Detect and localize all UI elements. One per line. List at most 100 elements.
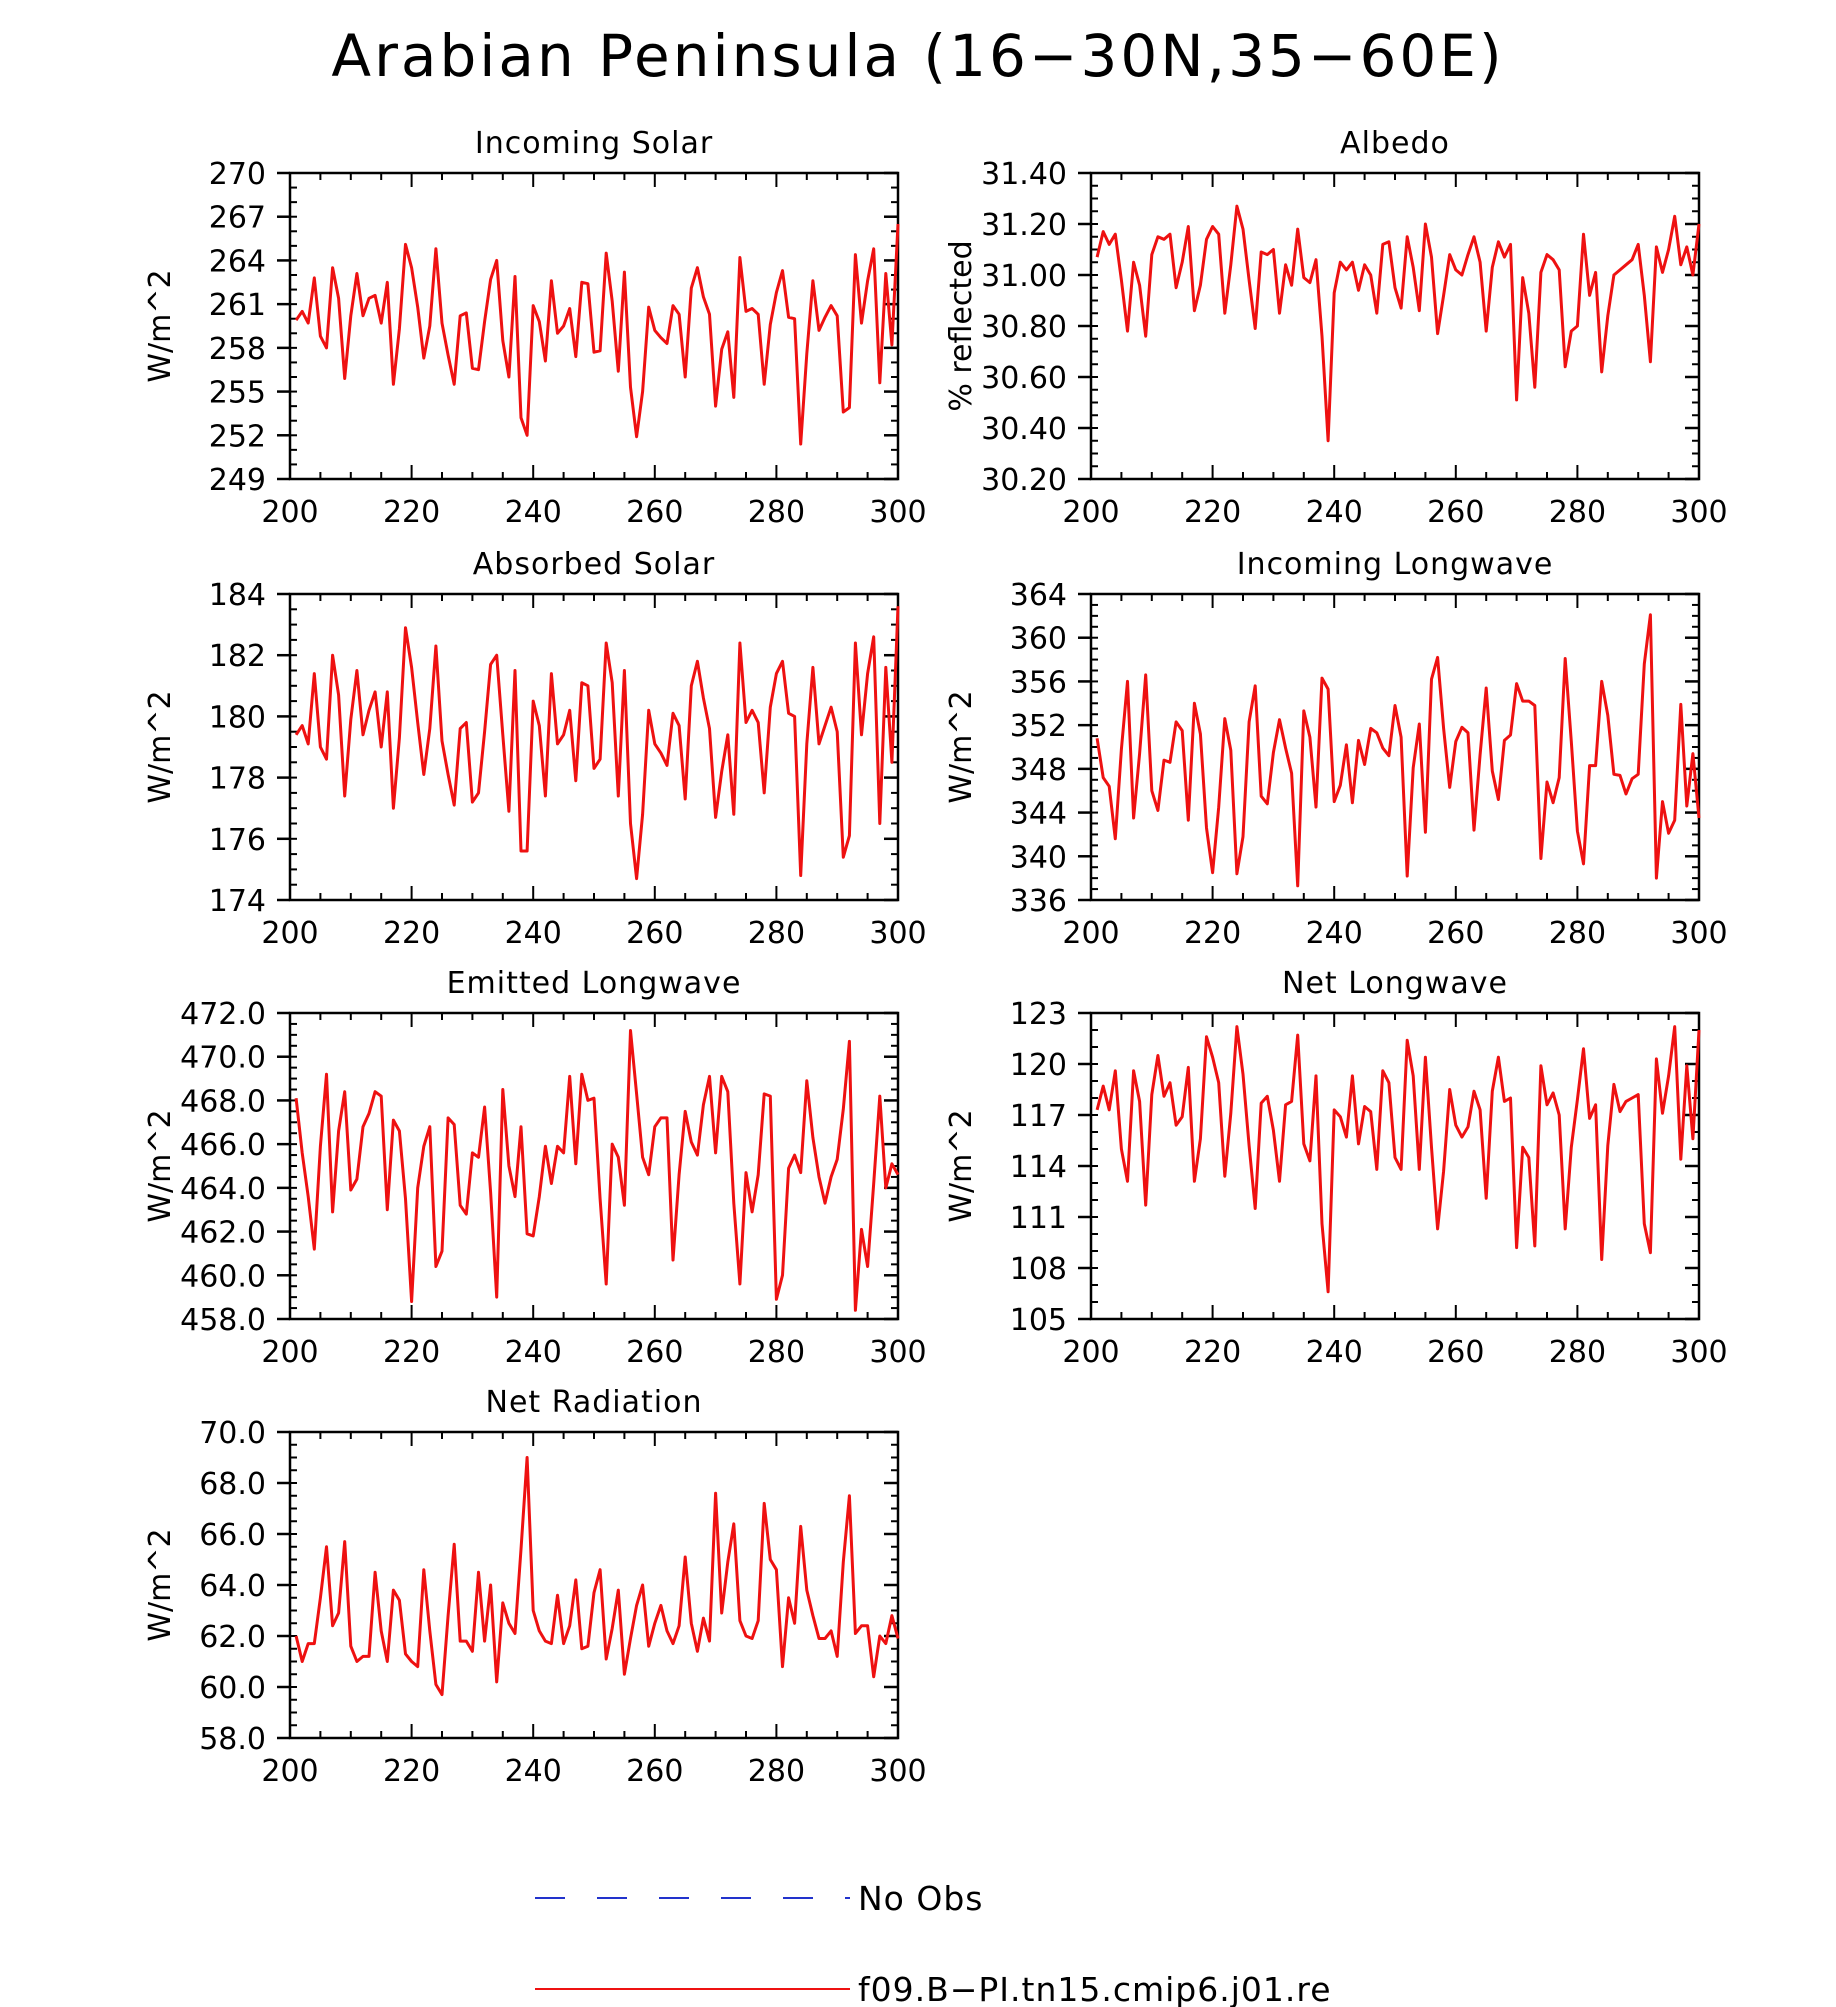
albedo-ytick-label: 31.40 (981, 157, 1067, 192)
net-radiation-xtick-label: 220 (383, 1754, 440, 1789)
emitted-longwave-title: Emitted Longwave (447, 966, 742, 1001)
emitted-longwave-ytick-label: 468.0 (180, 1084, 266, 1119)
emitted-longwave-xtick-label: 300 (869, 1335, 926, 1370)
incoming-solar-ytick-label: 270 (209, 157, 266, 192)
emitted-longwave-ytick-label: 464.0 (180, 1172, 266, 1207)
incoming-longwave-xtick-label: 300 (1670, 916, 1727, 951)
net-radiation-xtick-label: 240 (505, 1754, 562, 1789)
absorbed-solar-xtick-label: 260 (626, 916, 683, 951)
incoming-solar-xtick-label: 200 (261, 495, 318, 530)
incoming-solar-ytick-label: 249 (209, 463, 266, 498)
albedo-ytick-label: 31.00 (981, 259, 1067, 294)
legend-model-label: f09.B−PI.tn15.cmip6.j01.re (858, 1970, 1332, 2007)
incoming-longwave-xtick-label: 220 (1184, 916, 1241, 951)
net-radiation-xtick-label: 200 (261, 1754, 318, 1789)
emitted-longwave-xtick-label: 280 (748, 1335, 805, 1370)
legend: No Obs f09.B−PI.tn15.cmip6.j01.re (535, 1879, 1332, 2007)
net-longwave-xtick-label: 200 (1062, 1335, 1119, 1370)
emitted-longwave-ytick-label: 458.0 (180, 1303, 266, 1338)
albedo-ytick-label: 30.60 (981, 361, 1067, 396)
incoming-solar-xtick-label: 260 (626, 495, 683, 530)
incoming-solar-ylabel: W/m^2 (143, 269, 178, 382)
net-longwave-xtick-label: 240 (1306, 1335, 1363, 1370)
emitted-longwave-ytick-label: 466.0 (180, 1128, 266, 1163)
panel-absorbed-solar: 200 220 240 260 280 300 174 176 178 180 182 184 Abso… (143, 547, 927, 951)
incoming-longwave-ytick-label: 336 (1010, 884, 1067, 919)
incoming-solar-ytick-label: 264 (209, 244, 266, 279)
albedo-xtick-label: 200 (1062, 495, 1119, 530)
albedo-xtick-label: 260 (1427, 495, 1484, 530)
net-radiation-ytick-label: 58.0 (199, 1722, 266, 1757)
incoming-longwave-ytick-label: 340 (1010, 840, 1067, 875)
albedo-ytick-label: 30.40 (981, 412, 1067, 447)
absorbed-solar-ylabel: W/m^2 (143, 690, 178, 803)
net-radiation-ytick-label: 70.0 (199, 1416, 266, 1451)
absorbed-solar-ytick-label: 180 (209, 700, 266, 735)
net-longwave-xtick-label: 280 (1549, 1335, 1606, 1370)
incoming-longwave-series-line (1095, 613, 1701, 888)
albedo-xtick-label: 220 (1184, 495, 1241, 530)
incoming-solar-ytick-label: 261 (209, 288, 266, 323)
net-radiation-ytick-label: 62.0 (199, 1620, 266, 1655)
net-radiation-ytick-label: 66.0 (199, 1518, 266, 1553)
emitted-longwave-xtick-label: 200 (261, 1335, 318, 1370)
albedo-ytick-label: 30.80 (981, 310, 1067, 345)
incoming-longwave-xtick-label: 200 (1062, 916, 1119, 951)
absorbed-solar-xtick-label: 200 (261, 916, 318, 951)
net-longwave-xtick-label: 260 (1427, 1335, 1484, 1370)
emitted-longwave-xtick-label: 240 (505, 1335, 562, 1370)
incoming-longwave-ytick-label: 356 (1010, 665, 1067, 700)
net-longwave-ylabel: W/m^2 (944, 1109, 979, 1222)
incoming-longwave-ytick-label: 344 (1010, 797, 1067, 832)
emitted-longwave-ytick-label: 462.0 (180, 1216, 266, 1251)
incoming-solar-ytick-label: 252 (209, 419, 266, 454)
albedo-xtick-label: 300 (1670, 495, 1727, 530)
albedo-xtick-label: 280 (1549, 495, 1606, 530)
absorbed-solar-title: Absorbed Solar (473, 547, 715, 582)
net-radiation-ytick-label: 68.0 (199, 1467, 266, 1502)
incoming-longwave-xtick-label: 280 (1549, 916, 1606, 951)
incoming-longwave-xtick-label: 260 (1427, 916, 1484, 951)
incoming-solar-xtick-label: 220 (383, 495, 440, 530)
net-longwave-series-line (1095, 1025, 1701, 1294)
albedo-ytick-label: 30.20 (981, 463, 1067, 498)
incoming-solar-xtick-label: 280 (748, 495, 805, 530)
incoming-solar-xtick-label: 240 (505, 495, 562, 530)
incoming-longwave-ytick-label: 348 (1010, 753, 1067, 788)
albedo-xtick-label: 240 (1306, 495, 1363, 530)
albedo-title: Albedo (1340, 126, 1450, 161)
absorbed-solar-ytick-label: 176 (209, 823, 266, 858)
net-longwave-ytick-label: 111 (1010, 1201, 1067, 1236)
net-radiation-ytick-label: 60.0 (199, 1671, 266, 1706)
net-longwave-ytick-label: 123 (1010, 997, 1067, 1032)
incoming-longwave-xtick-label: 240 (1306, 916, 1363, 951)
absorbed-solar-series-line (294, 606, 900, 881)
emitted-longwave-series-line (294, 1029, 900, 1312)
net-radiation-ytick-label: 64.0 (199, 1569, 266, 1604)
main-title: Arabian Peninsula (16−30N,35−60E) (331, 22, 1505, 90)
emitted-longwave-ytick-label: 472.0 (180, 997, 266, 1032)
legend-obs-label: No Obs (858, 1879, 983, 1918)
absorbed-solar-xtick-label: 240 (505, 916, 562, 951)
net-radiation-ylabel: W/m^2 (143, 1528, 178, 1641)
net-longwave-xtick-label: 300 (1670, 1335, 1727, 1370)
net-longwave-ytick-label: 120 (1010, 1048, 1067, 1083)
panel-incoming-solar: 200 220 240 260 280 300 249 252 255 258 261 264 267 2… (143, 126, 927, 530)
absorbed-solar-ytick-label: 182 (209, 639, 266, 674)
net-longwave-xtick-label: 220 (1184, 1335, 1241, 1370)
emitted-longwave-xtick-label: 220 (383, 1335, 440, 1370)
panel-albedo: 200 220 240 260 280 300 30.20 30.40 30.60 30.80 31… (944, 126, 1728, 530)
panel-incoming-longwave: 200 220 240 260 280 300 336 340 344 348 352 356 360 3… (944, 547, 1728, 951)
net-radiation-xtick-label: 300 (869, 1754, 926, 1789)
net-longwave-ytick-label: 114 (1010, 1150, 1067, 1185)
net-longwave-ytick-label: 117 (1010, 1099, 1067, 1134)
albedo-series-line (1095, 204, 1701, 443)
incoming-longwave-ytick-label: 360 (1010, 622, 1067, 657)
panel-net-longwave: 200 220 240 260 280 300 105 108 111 114 117 120 123 N… (944, 966, 1728, 1370)
emitted-longwave-ylabel: W/m^2 (143, 1109, 178, 1222)
net-longwave-ytick-label: 105 (1010, 1303, 1067, 1338)
incoming-solar-ytick-label: 255 (209, 376, 266, 411)
incoming-longwave-ylabel: W/m^2 (944, 690, 979, 803)
incoming-solar-plot-frame (288, 171, 900, 481)
